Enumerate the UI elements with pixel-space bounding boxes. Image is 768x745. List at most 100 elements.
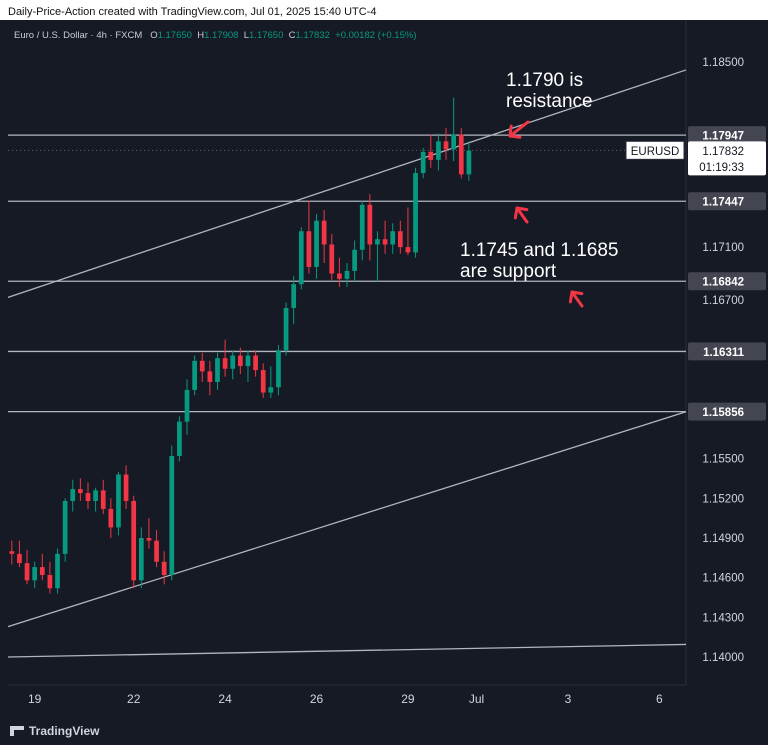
candle-up [359,204,365,250]
level-price-tag [688,272,766,291]
candle-up [245,355,251,367]
x-tick-label: 19 [28,692,42,706]
annotation-line: are support [460,261,557,282]
high-value: 1.17908 [204,30,239,41]
countdown-label: 01:19:33 [699,162,744,174]
level-price-label: 1.15856 [702,407,744,419]
candle-down [428,151,434,160]
candle-down [146,538,152,541]
x-tick-label: 29 [401,692,415,706]
candle-down [237,355,243,367]
candle-up [451,134,457,150]
trendline [7,643,687,658]
candle-down [382,239,388,245]
x-tick-label: 3 [565,692,572,706]
high-label: H [197,30,205,41]
candle-down [405,247,411,253]
candle-up [93,490,98,501]
x-tick-label: Jul [469,692,484,706]
arrow-shaft [570,290,584,308]
candle-up [215,358,220,382]
low-value: 1.17650 [249,30,284,41]
candle-up [276,350,281,388]
y-tick-label: 1.14000 [702,652,744,664]
candle-down [321,220,327,245]
candle-down [397,231,403,248]
level-price-label: 1.16311 [703,347,745,359]
level-price-label: 1.16842 [702,277,744,289]
level-price-tag [688,342,766,361]
footer-bar [0,720,768,745]
last-price-label: 1.17832 [702,146,744,158]
trendline [7,69,687,298]
last-price-tag [688,141,766,176]
candle-up [466,150,472,175]
candle-down [9,551,15,554]
candle-down [306,231,312,267]
candle-up [390,231,396,245]
candle-up [169,456,175,576]
candle-down [39,567,45,576]
candle-down [253,355,258,371]
candle-up [177,421,182,457]
chart-caption: Daily-Price-Action created with TradingV… [8,6,377,18]
arrow-shaft [508,120,530,138]
y-tick-label: 1.17100 [702,242,744,254]
candle-down [260,370,266,393]
candle-up [436,141,441,160]
symbol-legend: Euro / U.S. Dollar · 4h · FXCM O1.17650 … [14,30,416,41]
candle-down [131,500,137,581]
candle-up [420,151,426,174]
candle-down [47,575,53,589]
candle-down [123,474,129,501]
candle-up [138,538,144,581]
close-label: C [288,30,296,41]
candle-down [207,371,213,382]
y-tick-label: 1.18500 [702,57,744,69]
symbol-name: Euro / U.S. Dollar · 4h · FXCM [14,30,143,41]
arrow-head [568,290,584,304]
y-tick-label: 1.14600 [702,573,744,585]
candle-up [314,220,319,267]
level-price-tag [688,126,766,145]
candle-down [329,244,335,274]
arrow-head [508,124,522,139]
candle-down [17,553,22,564]
x-tick-label: 22 [127,692,141,706]
price-chart[interactable]: 1.18500 1.17100 1.16700 1.15500 1.15200 1.149… [0,0,768,720]
candle-up [62,500,68,554]
candle-down [337,273,342,279]
trendline [7,411,687,628]
candle-up [32,567,38,581]
y-tick-label: 1.16700 [702,295,744,307]
chart-panel[interactable] [0,20,768,720]
candle-up [184,389,190,422]
candle-up [283,307,289,351]
y-tick-label: 1.15500 [702,454,744,466]
low-label: L [243,30,250,41]
annotation-line: 1.1790 is [506,70,583,91]
tradingview-logo[interactable]: TradingView [10,724,99,738]
change-value: +0.00182 (+0.15%) [335,30,417,41]
candle-up [413,173,418,253]
y-tick-label: 1.14900 [702,533,744,545]
candle-up [344,270,350,279]
annotation-text: 1.1745 and 1.1685 are support [460,240,619,282]
level-price-label: 1.17447 [702,197,744,209]
candle-down [78,489,83,494]
candle-down [161,561,167,576]
candle-down [85,493,91,501]
candle-down [367,204,373,245]
open-label: O [150,30,158,41]
candle-down [443,141,449,150]
candle-down [154,540,159,562]
candle-up [298,231,304,285]
candle-up [116,474,121,528]
candle-up [70,489,76,501]
tradingview-logo-icon [10,726,24,736]
annotation-line: 1.1745 and 1.1685 [460,240,619,261]
level-price-tag [688,192,766,211]
x-tick-label: 24 [218,692,232,706]
level-price-tag [688,402,766,421]
annotation-line: resistance [506,91,593,112]
